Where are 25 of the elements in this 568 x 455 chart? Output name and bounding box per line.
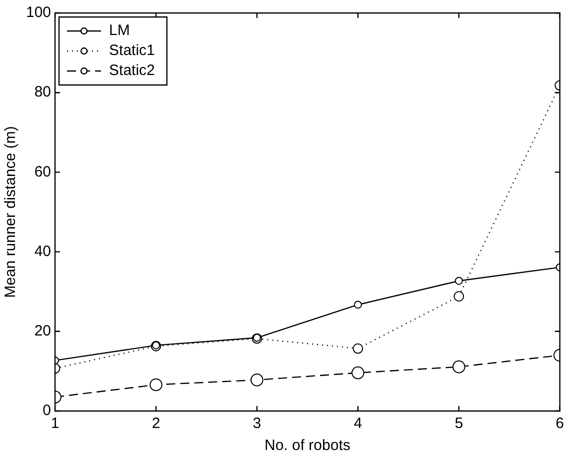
x-tick-label: 3 [252, 415, 262, 432]
point [150, 378, 162, 392]
legend-label: LM [109, 22, 130, 40]
y-tick-label: 80 [34, 84, 52, 101]
y-axis-title: Mean runner distance (m) [2, 126, 20, 298]
x-tick-label: 4 [354, 415, 362, 432]
x-axis-title: No. of robots [264, 437, 350, 454]
point [354, 300, 362, 309]
point [352, 343, 364, 354]
y-tick-label: 100 [26, 4, 52, 22]
y-tick-label: 20 [34, 322, 52, 340]
x-tick-label: 1 [50, 415, 60, 432]
point [352, 366, 364, 380]
x-tick-label: 5 [454, 415, 464, 432]
point [454, 276, 463, 285]
x-tick-label: 2 [152, 415, 160, 432]
y-tick-label: 0 [42, 402, 52, 420]
x-tick-label: 6 [556, 415, 564, 432]
point [454, 291, 464, 302]
point [452, 360, 466, 374]
point [250, 374, 264, 386]
y-tick-label: 60 [34, 163, 52, 180]
legend-label: Static1 [109, 42, 155, 60]
legend-label: Static2 [109, 62, 155, 80]
y-tick-label: 40 [34, 242, 52, 260]
